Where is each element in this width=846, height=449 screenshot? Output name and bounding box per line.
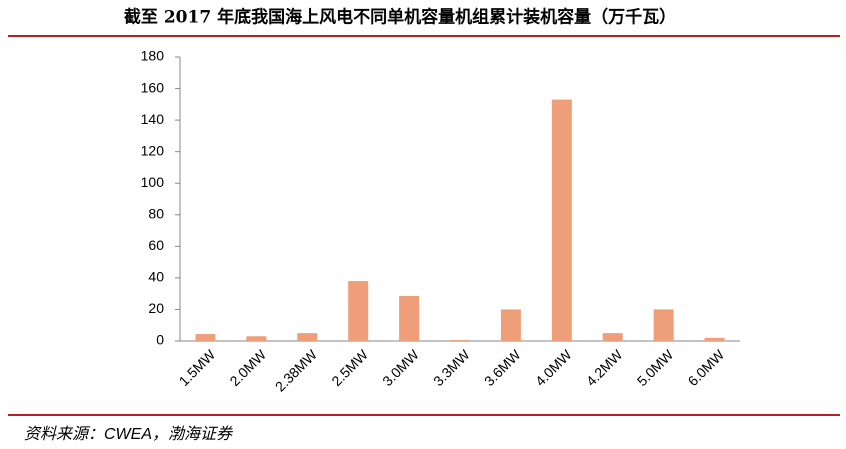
y-tick-label: 140 bbox=[141, 111, 165, 127]
y-tick-label: 20 bbox=[148, 300, 164, 316]
bar bbox=[500, 309, 521, 341]
bar bbox=[602, 333, 623, 341]
y-tick-label: 120 bbox=[141, 142, 165, 158]
chart-title: 截至 2017 年底我国海上风电不同单机容量机组累计装机容量（万千瓦） bbox=[124, 7, 676, 28]
x-tick-label: 3.0MW bbox=[379, 346, 422, 389]
x-tick-label: 6.0MW bbox=[685, 346, 728, 389]
bar bbox=[704, 337, 725, 341]
bar bbox=[297, 333, 318, 341]
y-tick-label: 160 bbox=[141, 79, 165, 95]
x-tick-label: 1.5MW bbox=[176, 346, 219, 389]
bar bbox=[551, 99, 572, 341]
x-tick-label: 2.5MW bbox=[328, 346, 371, 389]
bar bbox=[348, 281, 369, 341]
bar bbox=[399, 296, 420, 341]
y-tick-label: 80 bbox=[148, 205, 164, 221]
source-note: 资料来源：CWEA，渤海证券 bbox=[24, 425, 234, 443]
bar bbox=[246, 336, 267, 341]
x-tick-label: 2.38MW bbox=[272, 346, 321, 395]
x-tick-label: 4.0MW bbox=[532, 346, 575, 389]
bar bbox=[195, 334, 216, 341]
y-tick-label: 180 bbox=[141, 48, 165, 64]
x-tick-label: 4.2MW bbox=[583, 346, 626, 389]
y-tick-label: 60 bbox=[148, 237, 164, 253]
bar bbox=[450, 340, 470, 341]
x-tick-label: 2.0MW bbox=[226, 346, 269, 389]
x-tick-label: 5.0MW bbox=[634, 346, 677, 389]
x-tick-label: 3.6MW bbox=[481, 346, 524, 389]
y-tick-label: 40 bbox=[148, 269, 164, 285]
y-tick-label: 100 bbox=[141, 174, 165, 190]
bar bbox=[653, 309, 674, 341]
y-tick-label: 0 bbox=[156, 332, 164, 348]
x-tick-label: 3.3MW bbox=[430, 346, 473, 389]
